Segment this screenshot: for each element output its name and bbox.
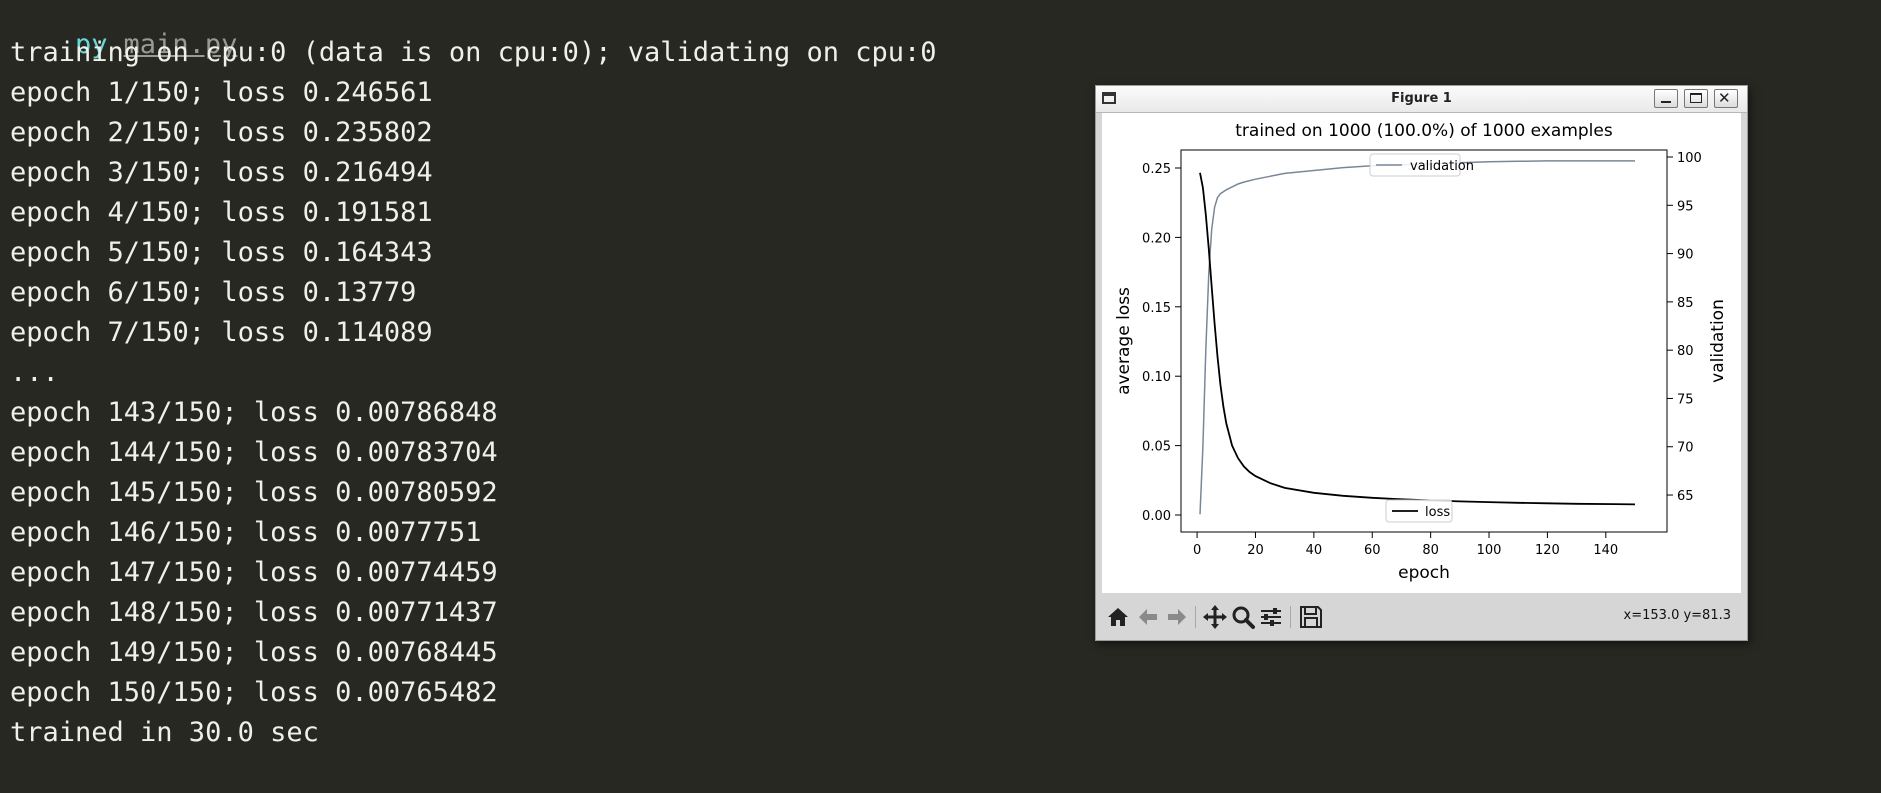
y-tick-label: 0.25 (1142, 162, 1171, 177)
loss-series-line (1199, 172, 1636, 506)
loss-legend-label: loss (1425, 505, 1450, 520)
y2-tick-label: 95 (1677, 199, 1694, 214)
terminal-output-line: epoch 145/150; loss 0.00780592 (10, 477, 498, 508)
validation-legend: validation (1369, 153, 1474, 177)
x-axis-label: epoch (1398, 563, 1450, 583)
terminal-output-line: epoch 7/150; loss 0.114089 (10, 317, 433, 348)
close-button[interactable]: ✕ (1714, 89, 1738, 108)
y2-tick-label: 70 (1677, 441, 1694, 456)
terminal: py main.py training on cpu:0 (data is on … (10, 0, 1090, 793)
x-axis-ticks: 0 20 40 60 80 100 120 140 (1193, 532, 1618, 558)
terminal-output-line: epoch 2/150; loss 0.235802 (10, 117, 433, 148)
y-tick-label: 0.00 (1142, 509, 1171, 524)
terminal-output-line: ... (10, 357, 59, 388)
close-icon: ✕ (1718, 89, 1731, 107)
y2-tick-label: 75 (1677, 392, 1694, 407)
x-tick-label: 120 (1535, 543, 1560, 558)
terminal-output-line: training on cpu:0 (data is on cpu:0); va… (10, 37, 937, 68)
y-tick-label: 0.15 (1142, 301, 1171, 316)
chart-title: trained on 1000 (100.0%) of 1000 example… (1235, 121, 1613, 141)
validation-legend-label: validation (1410, 159, 1474, 174)
terminal-output-line: trained in 30.0 sec (10, 717, 319, 748)
terminal-output-line: epoch 4/150; loss 0.191581 (10, 197, 433, 228)
terminal-output-line: epoch 6/150; loss 0.13779 (10, 277, 417, 308)
x-tick-label: 60 (1364, 543, 1381, 558)
plot-canvas[interactable]: trained on 1000 (100.0%) of 1000 example… (1102, 113, 1741, 593)
pan-icon[interactable] (1202, 604, 1228, 630)
home-icon[interactable] (1105, 604, 1131, 630)
terminal-output-line: epoch 3/150; loss 0.216494 (10, 157, 433, 188)
terminal-output-line: epoch 143/150; loss 0.00786848 (10, 397, 498, 428)
loss-legend: loss (1385, 499, 1453, 523)
figure-window: Figure 1 ✕ trained on 1000 (100.0%) of 1… (1095, 85, 1748, 641)
terminal-output-line: epoch 149/150; loss 0.00768445 (10, 637, 498, 668)
window-titlebar[interactable]: Figure 1 ✕ (1096, 86, 1747, 113)
maximize-button[interactable] (1684, 89, 1708, 108)
figure-toolbar: x=153.0 y=81.3 (1096, 594, 1747, 638)
y2-tick-label: 90 (1677, 248, 1694, 263)
toolbar-separator (1195, 606, 1196, 628)
y-tick-label: 0.20 (1142, 231, 1171, 246)
toolbar-separator (1290, 606, 1291, 628)
y2-tick-label: 80 (1677, 344, 1694, 359)
window-title: Figure 1 (1391, 91, 1452, 106)
cursor-coordinates: x=153.0 y=81.3 (1623, 608, 1731, 623)
prompt-command: py (75, 29, 108, 60)
x-tick-label: 80 (1422, 543, 1439, 558)
terminal-output-line: epoch 147/150; loss 0.00774459 (10, 557, 498, 588)
x-tick-label: 40 (1306, 543, 1323, 558)
plot-frame (1180, 149, 1668, 533)
terminal-output-line: epoch 148/150; loss 0.00771437 (10, 597, 498, 628)
x-tick-label: 140 (1593, 543, 1618, 558)
prompt-file-link[interactable]: main.py (123, 29, 238, 60)
y2-axis-label: validation (1708, 299, 1728, 383)
terminal-output-line: epoch 150/150; loss 0.00765482 (10, 677, 498, 708)
minimize-button[interactable] (1654, 89, 1678, 108)
x-tick-label: 100 (1477, 543, 1502, 558)
terminal-output-line: epoch 144/150; loss 0.00783704 (10, 437, 498, 468)
terminal-output-line: epoch 5/150; loss 0.164343 (10, 237, 433, 268)
forward-arrow-icon[interactable] (1164, 604, 1190, 630)
y2-tick-label: 85 (1677, 296, 1694, 311)
back-arrow-icon[interactable] (1135, 604, 1161, 630)
y-axis-label: average loss (1114, 287, 1134, 395)
y-tick-label: 0.10 (1142, 370, 1171, 385)
terminal-output-line: epoch 146/150; loss 0.0077751 (10, 517, 482, 548)
zoom-icon[interactable] (1230, 604, 1256, 630)
y-tick-label: 0.05 (1142, 440, 1171, 455)
y2-tick-label: 100 (1677, 151, 1702, 166)
maximize-icon (1690, 93, 1702, 103)
validation-series-line (1199, 160, 1635, 515)
save-icon[interactable] (1298, 604, 1324, 630)
minimize-icon (1661, 101, 1671, 103)
configure-subplots-icon[interactable] (1258, 604, 1284, 630)
y2-tick-label: 65 (1677, 489, 1694, 504)
y-axis-ticks: 0.00 0.05 0.10 0.15 0.20 0.25 (1142, 162, 1181, 524)
chart: trained on 1000 (100.0%) of 1000 example… (1114, 121, 1728, 583)
window-menu-icon[interactable] (1102, 92, 1116, 104)
x-tick-label: 0 (1193, 543, 1201, 558)
x-tick-label: 20 (1247, 543, 1264, 558)
terminal-prompt: py main.py (10, 0, 237, 93)
y2-axis-ticks: 65 70 75 80 85 90 95 100 (1667, 151, 1702, 504)
terminal-output-line: epoch 1/150; loss 0.246561 (10, 77, 433, 108)
